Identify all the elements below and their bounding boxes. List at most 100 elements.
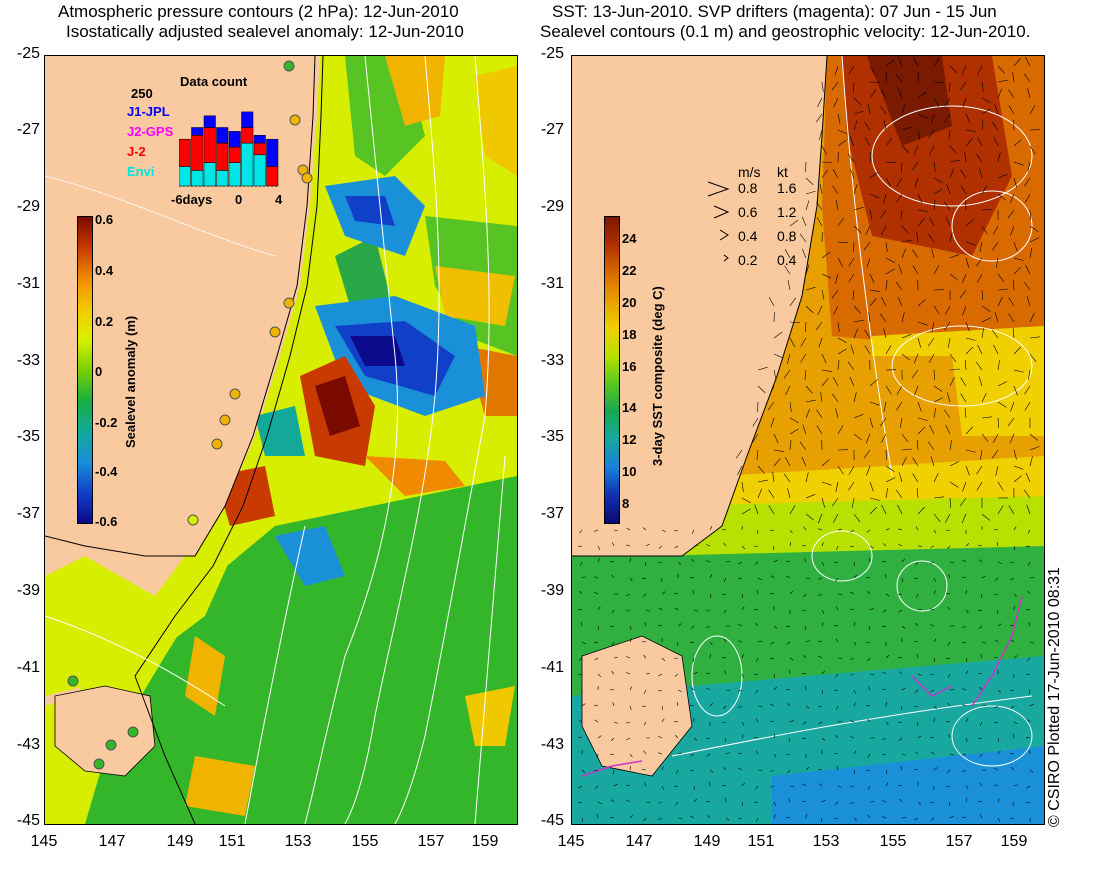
right-ytick: -43: [540, 736, 564, 753]
left-ytick: -43: [16, 736, 40, 753]
left-title-line2: Isostatically adjusted sealevel anomaly:…: [66, 22, 464, 41]
sealevel-cb-tick-0.2: 0.2: [95, 314, 114, 329]
right-ytick: -41: [540, 659, 564, 676]
left-ytick: -33: [16, 352, 40, 369]
velocity-legend-row3-ms: 0.4: [738, 228, 758, 244]
sst-colorbar-label: 3-day SST composite (deg C): [650, 286, 665, 466]
data-count-axis-4: 4: [275, 192, 283, 207]
data-count-bar-red: [191, 135, 204, 171]
right-map-panel: m/s kt 0.8 1.6 0.6 1.2 0.4 0.8 0.2 0.4 2…: [571, 55, 1045, 825]
velocity-legend-row1-ms: 0.8: [738, 180, 758, 196]
data-count-bar-blue: [241, 111, 254, 128]
velocity-legend-row4-ms: 0.2: [738, 252, 758, 268]
data-count-bar-cyan: [203, 162, 216, 187]
data-count-bar-cyan: [216, 170, 229, 187]
right-title-line1: SST: 13-Jun-2010. SVP drifters (magenta)…: [552, 2, 997, 21]
left-xtick: 151: [218, 833, 246, 850]
sealevel-cb-tick-0: 0: [95, 364, 103, 379]
right-ytick: -31: [540, 275, 564, 292]
data-count-bar-blue: [228, 131, 241, 148]
right-ytick: -27: [540, 121, 564, 138]
velocity-legend-arrows: [707, 181, 730, 262]
data-count-bar-red: [203, 127, 216, 163]
sst-cb-tick-12: 12: [622, 432, 637, 447]
data-count-inset: Data count 250 J1-JPL J2-GPS J-2 Envi -6…: [123, 74, 323, 214]
data-count-axis-0: 0: [235, 192, 243, 207]
sst-cb-tick-14: 14: [622, 400, 637, 415]
data-count-max-label: 250: [131, 86, 153, 101]
right-xtick: 157: [945, 833, 973, 850]
right-xtick: 153: [812, 833, 840, 850]
data-count-bar-blue: [216, 127, 229, 144]
right-ytick: -35: [540, 428, 564, 445]
data-count-bar-red: [253, 142, 266, 156]
data-count-bar-red: [241, 127, 254, 144]
left-map-panel: Data count 250 J1-JPL J2-GPS J-2 Envi -6…: [44, 55, 518, 825]
sst-cb-tick-8: 8: [622, 496, 630, 511]
sst-cb-tick-20: 20: [622, 295, 637, 310]
sealevel-colorbar: [77, 216, 93, 524]
left-ytick: -25: [16, 45, 40, 62]
right-ytick: -25: [540, 45, 564, 62]
right-xtick: 149: [693, 833, 721, 850]
sealevel-colorbar-label: Sealevel anomaly (m): [123, 315, 138, 448]
right-ytick: -29: [540, 198, 564, 215]
sst-cb-tick-16: 16: [622, 359, 637, 374]
data-count-bar-blue: [203, 115, 216, 128]
right-xtick: 155: [879, 833, 907, 850]
velocity-legend-header-ms: m/s: [738, 164, 761, 180]
sst-cb-tick-24: 24: [622, 231, 637, 246]
right-title-line2: Sealevel contours (0.1 m) and geostrophi…: [540, 22, 1031, 41]
sealevel-cb-tick-neg0.4: -0.4: [95, 464, 118, 479]
left-title-line1: Atmospheric pressure contours (2 hPa): 1…: [58, 2, 459, 21]
sst-cb-tick-10: 10: [622, 464, 637, 479]
data-count-legend-envi: Envi: [127, 164, 155, 179]
left-ytick: -41: [16, 659, 40, 676]
data-count-bar-blue: [191, 127, 204, 136]
right-xtick: 147: [625, 833, 653, 850]
left-ytick: -45: [16, 812, 40, 829]
sealevel-cb-tick-neg0.6: -0.6: [95, 514, 118, 529]
left-ytick: -27: [16, 121, 40, 138]
geostrophic-velocity-vectors: [577, 56, 1041, 823]
sealevel-cb-tick-0.6: 0.6: [95, 212, 114, 227]
left-xtick: 157: [417, 833, 445, 850]
data-count-legend-j-2: J-2: [127, 144, 146, 159]
right-xtick: 159: [1000, 833, 1028, 850]
right-ytick: -45: [540, 812, 564, 829]
right-ytick: -37: [540, 505, 564, 522]
right-xtick: 151: [747, 833, 775, 850]
csiro-credit: © CSIRO Plotted 17-Jun-2010 08:31: [1046, 567, 1063, 827]
sst-field: [572, 56, 1044, 824]
velocity-legend-row4-kt: 0.4: [777, 252, 797, 268]
sst-cb-tick-22: 22: [622, 263, 637, 278]
left-xtick: 147: [98, 833, 126, 850]
sealevel-cb-tick-0.4: 0.4: [95, 263, 114, 278]
data-count-legend-j1: J1-JPL: [127, 104, 170, 119]
data-count-bar-cyan: [228, 162, 241, 187]
right-ytick: -39: [540, 582, 564, 599]
data-count-bar-red: [216, 142, 229, 171]
data-count-bar-chart: [179, 111, 279, 187]
sealevel-cb-tick-neg0.2: -0.2: [95, 415, 118, 430]
left-ytick: -37: [16, 505, 40, 522]
left-ytick: -31: [16, 275, 40, 292]
velocity-legend-row1-kt: 1.6: [777, 180, 797, 196]
left-ytick: -39: [16, 582, 40, 599]
data-count-bar-cyan: [253, 154, 266, 187]
velocity-legend-row2-ms: 0.6: [738, 204, 758, 220]
data-count-bar-cyan: [241, 142, 254, 187]
velocity-legend-header-kt: kt: [777, 164, 788, 180]
data-count-bar-red: [228, 146, 241, 163]
left-ytick: -35: [16, 428, 40, 445]
left-xtick: 155: [351, 833, 379, 850]
left-xtick: 153: [284, 833, 312, 850]
data-count-axis-minus6: -6days: [171, 192, 213, 207]
data-count-bar-red: [266, 166, 279, 187]
data-count-bar-blue: [253, 135, 266, 144]
left-xtick: 149: [166, 833, 194, 850]
data-count-legend-j2: J2-GPS: [127, 124, 174, 139]
data-count-bar-cyan: [179, 166, 191, 187]
data-count-bar-red: [179, 138, 191, 167]
left-xtick: 159: [471, 833, 499, 850]
